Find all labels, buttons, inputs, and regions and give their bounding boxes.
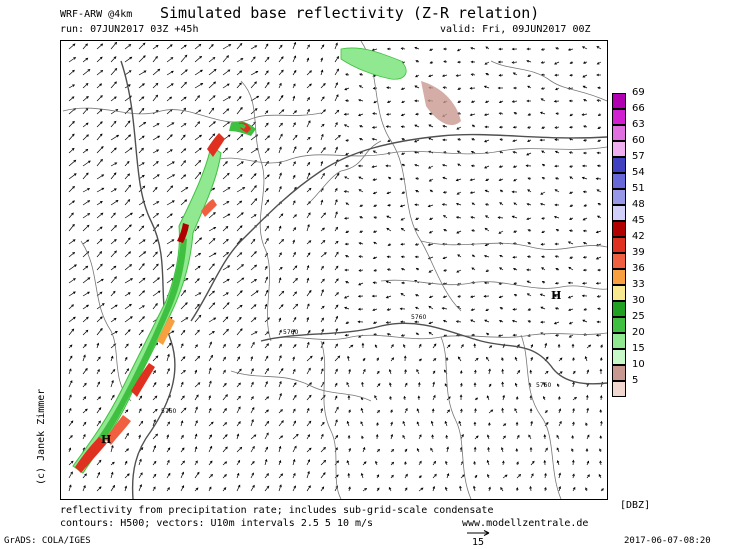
colorbar-level-label: 42 bbox=[632, 231, 645, 242]
colorbar-level-label: 20 bbox=[632, 327, 645, 338]
contour-label-b: 5760 bbox=[411, 314, 426, 321]
colorbar-level-label: 57 bbox=[632, 151, 645, 162]
contour-label-d: 5760 bbox=[161, 408, 176, 415]
chart-title: Simulated base reflectivity (Z-R relatio… bbox=[160, 4, 540, 22]
vector-scale-arrow bbox=[467, 530, 490, 536]
colorbar-top-arrow bbox=[612, 83, 626, 93]
website-label: www.modellzentrale.de bbox=[462, 518, 589, 529]
colorbar-cell bbox=[612, 109, 626, 125]
colorbar-level-label: 48 bbox=[632, 199, 645, 210]
colorbar-cell bbox=[612, 365, 626, 381]
high-pressure-label-east: H bbox=[551, 289, 561, 302]
footer-contours: contours: H500; vectors: U10m intervals … bbox=[60, 518, 374, 529]
colorbar-level-label: 66 bbox=[632, 103, 645, 114]
colorbar-cell bbox=[612, 125, 626, 141]
colorbar-level-label: 25 bbox=[632, 311, 645, 322]
colorbar-cell bbox=[612, 269, 626, 285]
colorbar-level-label: 69 bbox=[632, 87, 645, 98]
colorbar-level-label: 15 bbox=[632, 343, 645, 354]
vector-scale-label: 15 bbox=[472, 537, 485, 548]
colorbar-cell bbox=[612, 253, 626, 269]
colorbar-cell bbox=[612, 349, 626, 365]
colorbar-cell bbox=[612, 173, 626, 189]
colorbar-level-label: 5 bbox=[632, 375, 639, 386]
contour-label-c: 5760 bbox=[536, 382, 551, 389]
grads-label: GrADS: COLA/IGES bbox=[4, 536, 91, 546]
map-canvas: H H 5760 5760 5760 5760 bbox=[62, 41, 607, 499]
reflectivity-map: H H 5760 5760 5760 5760 bbox=[60, 40, 608, 500]
colorbar-unit: [DBZ] bbox=[620, 500, 651, 511]
colorbar-level-label: 33 bbox=[632, 279, 645, 290]
colorbar-level-label: 10 bbox=[632, 359, 645, 370]
colorbar-cell bbox=[612, 381, 626, 397]
contour-label-a: 5760 bbox=[283, 329, 298, 336]
country-borders bbox=[62, 41, 607, 499]
colorbar-cell bbox=[612, 333, 626, 349]
colorbar-cell bbox=[612, 157, 626, 173]
h500-contours bbox=[120, 60, 607, 499]
colorbar-level-label: 51 bbox=[632, 183, 645, 194]
colorbar-level-label: 30 bbox=[632, 295, 645, 306]
colorbar-level-label: 36 bbox=[632, 263, 645, 274]
colorbar-cell bbox=[612, 141, 626, 157]
colorbar-level-label: 39 bbox=[632, 247, 645, 258]
model-label: WRF-ARW @4km bbox=[60, 9, 133, 20]
colorbar-cell bbox=[612, 189, 626, 205]
timestamp-label: 2017-06-07-08:20 bbox=[624, 536, 711, 546]
colorbar-level-label: 45 bbox=[632, 215, 645, 226]
run-label: run: 07JUN2017 03Z +45h bbox=[60, 24, 199, 35]
colorbar-cell bbox=[612, 301, 626, 317]
footer-description: reflectivity from precipitation rate; in… bbox=[60, 505, 494, 516]
colorbar-cell bbox=[612, 285, 626, 301]
valid-label: valid: Fri, 09JUN2017 00Z bbox=[440, 24, 591, 35]
colorbar-cell bbox=[612, 317, 626, 333]
colorbar-level-label: 60 bbox=[632, 135, 645, 146]
colorbar-level-label: 63 bbox=[632, 119, 645, 130]
precip-band bbox=[72, 47, 461, 474]
copyright-label: (c) Janek Zimmer bbox=[36, 388, 47, 485]
colorbar-cell bbox=[612, 221, 626, 237]
colorbar-cell bbox=[612, 205, 626, 221]
high-pressure-label-southwest: H bbox=[101, 433, 111, 446]
wind-vectors bbox=[68, 41, 604, 492]
colorbar-cell bbox=[612, 93, 626, 109]
colorbar-cell bbox=[612, 237, 626, 253]
colorbar-level-label: 54 bbox=[632, 167, 645, 178]
